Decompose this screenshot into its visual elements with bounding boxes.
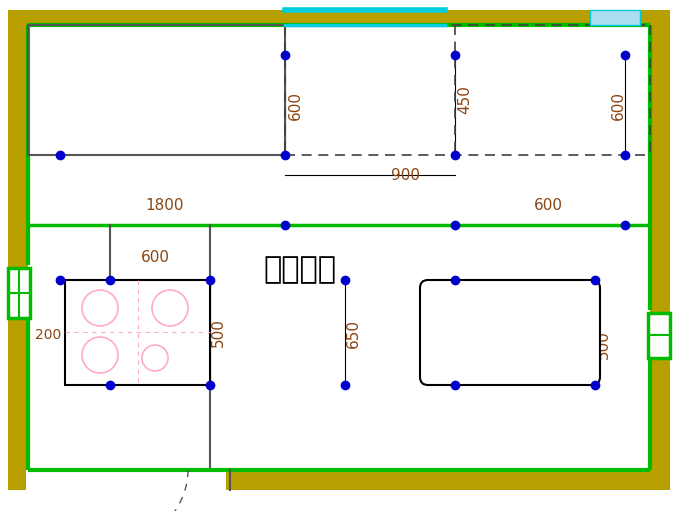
Bar <box>590 10 640 25</box>
Bar <box>8 10 28 490</box>
FancyBboxPatch shape <box>420 280 600 385</box>
Bar <box>28 25 650 470</box>
Text: 600: 600 <box>141 250 169 266</box>
Text: 450: 450 <box>458 85 473 114</box>
Text: 1800: 1800 <box>146 197 184 213</box>
Text: 500: 500 <box>596 331 611 359</box>
Text: 900: 900 <box>390 168 420 182</box>
Bar <box>650 10 670 490</box>
Bar <box>26 470 226 490</box>
Text: 500: 500 <box>211 318 226 347</box>
Text: 800: 800 <box>509 292 539 308</box>
Text: キッチン: キッチン <box>264 256 337 285</box>
Text: 600: 600 <box>288 90 303 120</box>
Bar <box>8 470 670 490</box>
Bar <box>8 268 30 318</box>
Bar <box>648 313 670 358</box>
Text: 600: 600 <box>534 197 562 213</box>
Bar <box>65 280 210 385</box>
Text: 600: 600 <box>611 90 626 120</box>
Text: 650: 650 <box>345 318 360 347</box>
Text: 200: 200 <box>35 328 61 342</box>
Bar <box>8 10 670 25</box>
